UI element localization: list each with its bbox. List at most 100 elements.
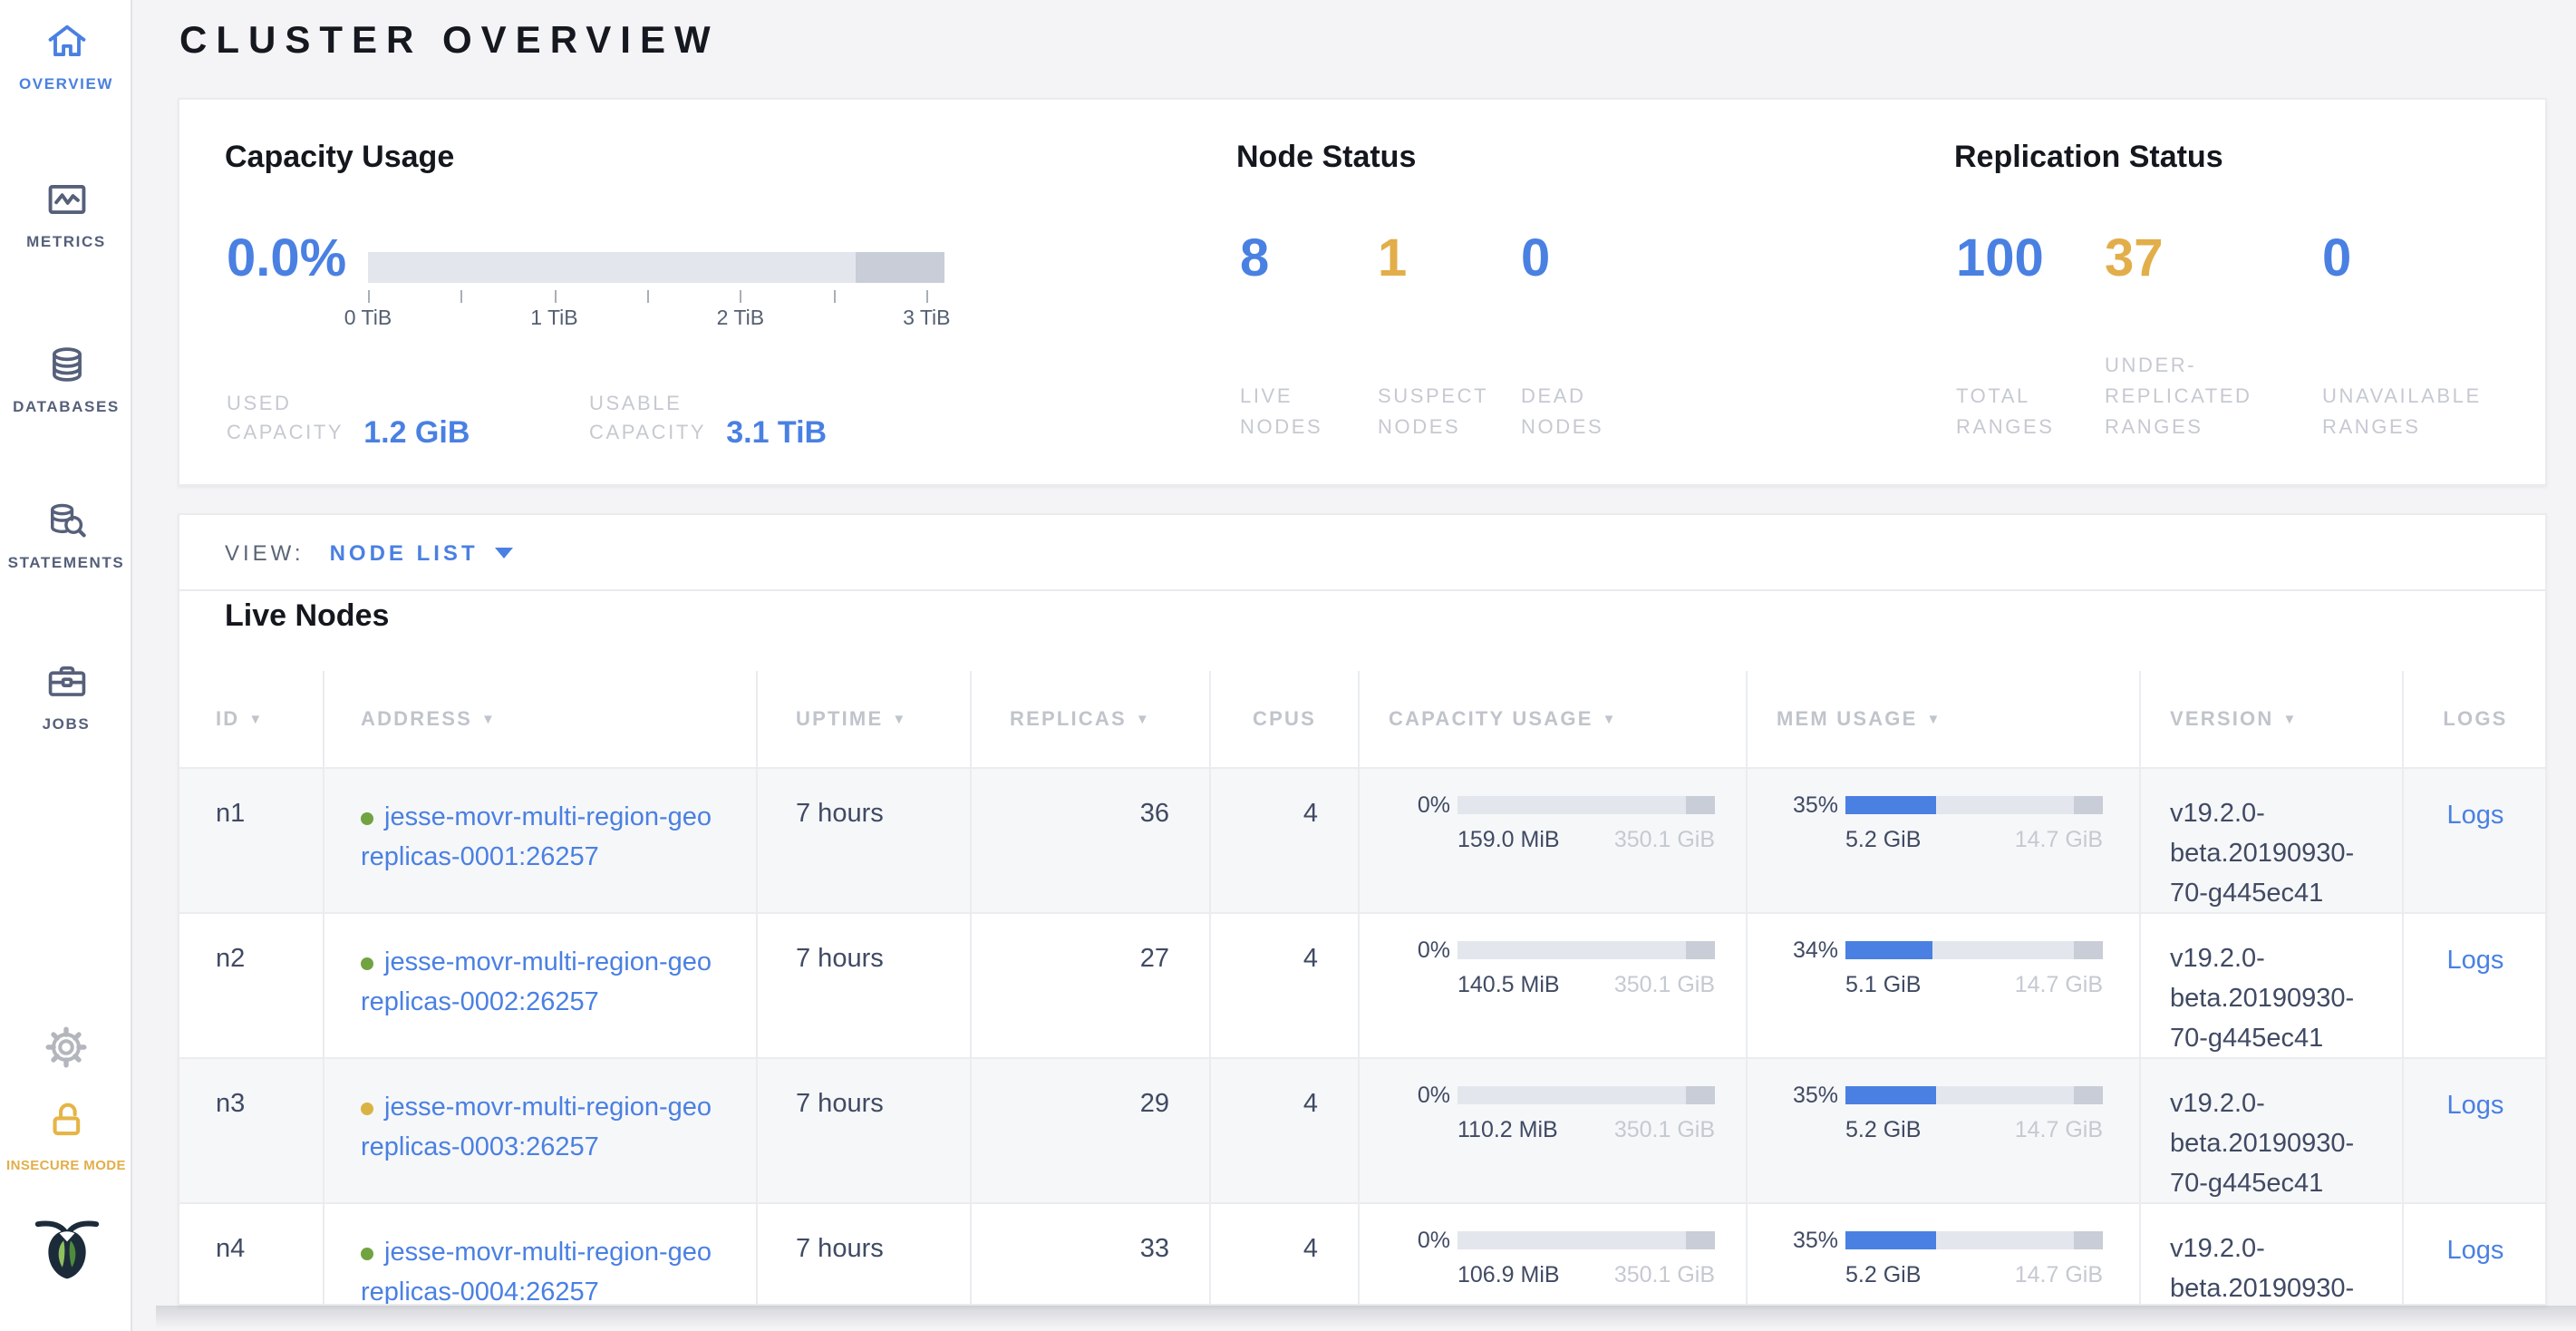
node-version-line: 70-g445ec41 bbox=[2170, 879, 2324, 908]
node-address-link[interactable]: replicas-0002:26257 bbox=[361, 988, 599, 1017]
node-status-label: DEAD NODES bbox=[1521, 383, 1603, 444]
mem-usage-percent: 34% bbox=[1792, 938, 1838, 963]
mem-usage-bar-row: 35% bbox=[1748, 1228, 2139, 1253]
replication-status-label-line: RANGES bbox=[1956, 417, 2055, 439]
capacity-usage-percent: 0% bbox=[1417, 1228, 1450, 1253]
table-row: n4 jesse-movr-multi-region-geo replicas-00… bbox=[179, 1204, 2545, 1306]
node-address-link[interactable]: jesse-movr-multi-region-geo bbox=[384, 1239, 712, 1268]
node-uptime-cell: 7 hours bbox=[756, 769, 970, 912]
column-header-version[interactable]: VERSION ▼ bbox=[2139, 671, 2402, 767]
table-row: n1 jesse-movr-multi-region-geo replicas-00… bbox=[179, 769, 2545, 914]
column-header-label: CPUS bbox=[1253, 708, 1316, 730]
capacity-usage-bar-row: 0% bbox=[1360, 1083, 1746, 1108]
node-version-cell: v19.2.0-beta.20190930-70-g445ec41 bbox=[2139, 1059, 2402, 1202]
capacity-usage-bar-dark-segment bbox=[1686, 1086, 1715, 1104]
sidebar-item-jobs[interactable]: JOBS bbox=[0, 658, 132, 733]
node-version-cell: v19.2.0-beta.20190930-70-g445ec41 bbox=[2139, 1204, 2402, 1304]
node-id-cell: n4 bbox=[216, 1235, 246, 1264]
mem-usage-bar-fill bbox=[1845, 941, 1933, 959]
insecure-mode-indicator[interactable]: INSECURE MODE bbox=[0, 1097, 132, 1173]
node-id-cell: n3 bbox=[216, 1090, 246, 1119]
column-header-id[interactable]: ID ▼ bbox=[179, 671, 323, 767]
node-address-cell: jesse-movr-multi-region-geo replicas-0002… bbox=[323, 914, 756, 1057]
mem-usage-percent: 35% bbox=[1792, 1228, 1838, 1253]
logs-link[interactable]: Logs bbox=[2446, 1092, 2504, 1121]
column-header-label: ID bbox=[216, 708, 240, 730]
cockroachdb-logo bbox=[0, 1204, 132, 1298]
replication-status-label: UNAVAILABLE RANGES bbox=[2322, 383, 2482, 444]
usable-capacity-stat: USABLE CAPACITY 3.1 TiB bbox=[589, 390, 827, 450]
node-version-line: beta.20190930- bbox=[2170, 840, 2355, 869]
replication-status-value: 37 bbox=[2105, 230, 2164, 288]
mem-usage-cell: 35% 5.2 GiB 14.7 GiB bbox=[1746, 1204, 2139, 1304]
node-status-label-line: SUSPECT bbox=[1378, 386, 1489, 408]
used-capacity-value: 1.2 GiB bbox=[363, 415, 470, 450]
gauge-tick bbox=[460, 290, 463, 303]
logs-link[interactable]: Logs bbox=[2446, 802, 2504, 831]
replication-status-value: 100 bbox=[1956, 230, 2044, 288]
gauge-tick bbox=[833, 290, 836, 303]
usable-capacity-label: USABLE bbox=[589, 393, 683, 415]
mem-usage-cell: 34% 5.1 GiB 14.7 GiB bbox=[1746, 914, 2139, 1057]
view-selector[interactable]: VIEW: NODE LIST bbox=[225, 540, 513, 566]
sort-arrow-icon: ▼ bbox=[2282, 711, 2299, 727]
column-header-replicas[interactable]: REPLICAS ▼ bbox=[970, 671, 1209, 767]
node-address-link[interactable]: replicas-0001:26257 bbox=[361, 843, 599, 872]
live-nodes-title: Live Nodes bbox=[225, 598, 390, 633]
node-cpus-cell: 4 bbox=[1209, 1204, 1358, 1304]
gauge-tick-label: 1 TiB bbox=[530, 308, 578, 330]
node-address-link[interactable]: replicas-0003:26257 bbox=[361, 1133, 599, 1162]
logs-link[interactable]: Logs bbox=[2446, 947, 2504, 976]
node-version-line: v19.2.0- bbox=[2170, 800, 2265, 829]
node-status-label: SUSPECT NODES bbox=[1378, 383, 1488, 444]
jobs-icon bbox=[0, 658, 132, 707]
node-address-link[interactable]: replicas-0004:26257 bbox=[361, 1278, 599, 1306]
capacity-usage-values: 140.5 MiB 350.1 GiB bbox=[1457, 972, 1715, 997]
mem-usage-bar bbox=[1845, 796, 2103, 814]
column-header-mem-usage[interactable]: MEM USAGE ▼ bbox=[1746, 671, 2139, 767]
node-address-link[interactable]: jesse-movr-multi-region-geo bbox=[384, 1093, 712, 1122]
capacity-usage-cell: 0% 140.5 MiB 350.1 GiB bbox=[1358, 914, 1746, 1057]
mem-usage-used-value: 5.2 GiB bbox=[1845, 827, 1922, 852]
node-logs-cell: Logs bbox=[2402, 769, 2545, 912]
capacity-usage-bar bbox=[1457, 796, 1715, 814]
sidebar-item-label: DATABASES bbox=[13, 397, 120, 415]
replication-status-label-line: RANGES bbox=[2105, 417, 2203, 439]
node-version-line: v19.2.0- bbox=[2170, 1090, 2265, 1119]
sidebar-item-overview[interactable]: OVERVIEW bbox=[0, 18, 132, 92]
sort-arrow-icon: ▼ bbox=[1135, 711, 1151, 727]
usable-capacity-value: 3.1 TiB bbox=[726, 415, 828, 450]
node-address-link[interactable]: jesse-movr-multi-region-geo bbox=[384, 948, 712, 977]
settings-button[interactable] bbox=[0, 1023, 132, 1081]
capacity-usage-used-value: 106.9 MiB bbox=[1457, 1262, 1560, 1287]
node-address-cell: jesse-movr-multi-region-geo replicas-0001… bbox=[323, 769, 756, 912]
node-uptime-cell: 7 hours bbox=[756, 1204, 970, 1304]
node-list-card: VIEW: NODE LIST Live Nodes ID ▼ ADDRESS ▼ UP… bbox=[178, 513, 2547, 1306]
logs-link[interactable]: Logs bbox=[2446, 1237, 2504, 1266]
node-version-line: v19.2.0- bbox=[2170, 1235, 2265, 1264]
sidebar-item-metrics[interactable]: METRICS bbox=[0, 176, 132, 250]
sidebar-item-statements[interactable]: STATEMENTS bbox=[0, 497, 132, 571]
node-status-value: 1 bbox=[1378, 230, 1408, 288]
gauge-tick-label: 3 TiB bbox=[903, 308, 951, 330]
table-header-row: ID ▼ ADDRESS ▼ UPTIME ▼ REPLICAS ▼ CPUS CAPACITY … bbox=[179, 671, 2545, 769]
column-header-uptime[interactable]: UPTIME ▼ bbox=[756, 671, 970, 767]
capacity-usage-values: 106.9 MiB 350.1 GiB bbox=[1457, 1262, 1715, 1287]
mem-usage-bar bbox=[1845, 941, 2103, 959]
sidebar-item-label: METRICS bbox=[26, 232, 106, 250]
node-address-link[interactable]: jesse-movr-multi-region-geo bbox=[384, 803, 712, 832]
node-address-line: jesse-movr-multi-region-geo bbox=[324, 943, 756, 983]
node-replicas-cell: 27 bbox=[970, 914, 1209, 1057]
capacity-gauge: 0 TiB 1 TiB 2 TiB 3 TiB bbox=[344, 252, 951, 330]
column-header-address[interactable]: ADDRESS ▼ bbox=[323, 671, 756, 767]
node-address-cell: jesse-movr-multi-region-geo replicas-0004… bbox=[323, 1204, 756, 1306]
sidebar-item-databases[interactable]: DATABASES bbox=[0, 341, 132, 415]
node-version-cell: v19.2.0-beta.20190930-70-g445ec41 bbox=[2139, 914, 2402, 1057]
node-version-line: 70-g445ec41 bbox=[2170, 1170, 2324, 1199]
gauge-tick bbox=[647, 290, 650, 303]
table-row: n3 jesse-movr-multi-region-geo replicas-00… bbox=[179, 1059, 2545, 1204]
node-id-cell: n2 bbox=[216, 945, 246, 974]
column-header-capacity-usage[interactable]: CAPACITY USAGE ▼ bbox=[1358, 671, 1746, 767]
mem-usage-bar-fill bbox=[1845, 1231, 1936, 1249]
node-id-cell: n1 bbox=[216, 800, 246, 829]
